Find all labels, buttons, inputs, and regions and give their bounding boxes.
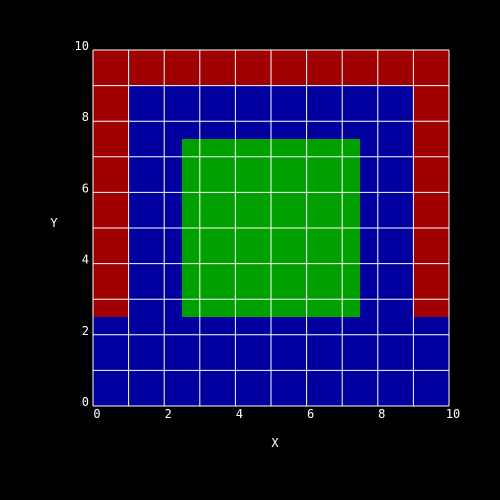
- y-tick-label: 0: [82, 395, 89, 409]
- plot-grid: [92, 49, 450, 407]
- x-tick-labels: 0 2 4 6 8 10: [93, 407, 460, 421]
- x-tick-label: 8: [378, 407, 385, 421]
- y-tick-label: 2: [82, 324, 89, 338]
- x-tick-label: 10: [446, 407, 460, 421]
- region-red-2: [93, 85, 129, 317]
- x-tick-label: 4: [236, 407, 243, 421]
- x-tick-label: 2: [165, 407, 172, 421]
- y-tick-label: 8: [82, 110, 89, 124]
- region-red-3: [413, 85, 449, 317]
- y-axis-label: Y: [50, 216, 58, 230]
- x-tick-label: 0: [93, 407, 100, 421]
- x-axis-label: X: [271, 436, 279, 450]
- y-tick-labels: 0 2 4 6 8 10: [75, 39, 89, 409]
- x-tick-label: 6: [307, 407, 314, 421]
- y-tick-label: 4: [82, 253, 89, 267]
- y-tick-label: 10: [75, 39, 89, 53]
- y-tick-label: 6: [82, 181, 89, 195]
